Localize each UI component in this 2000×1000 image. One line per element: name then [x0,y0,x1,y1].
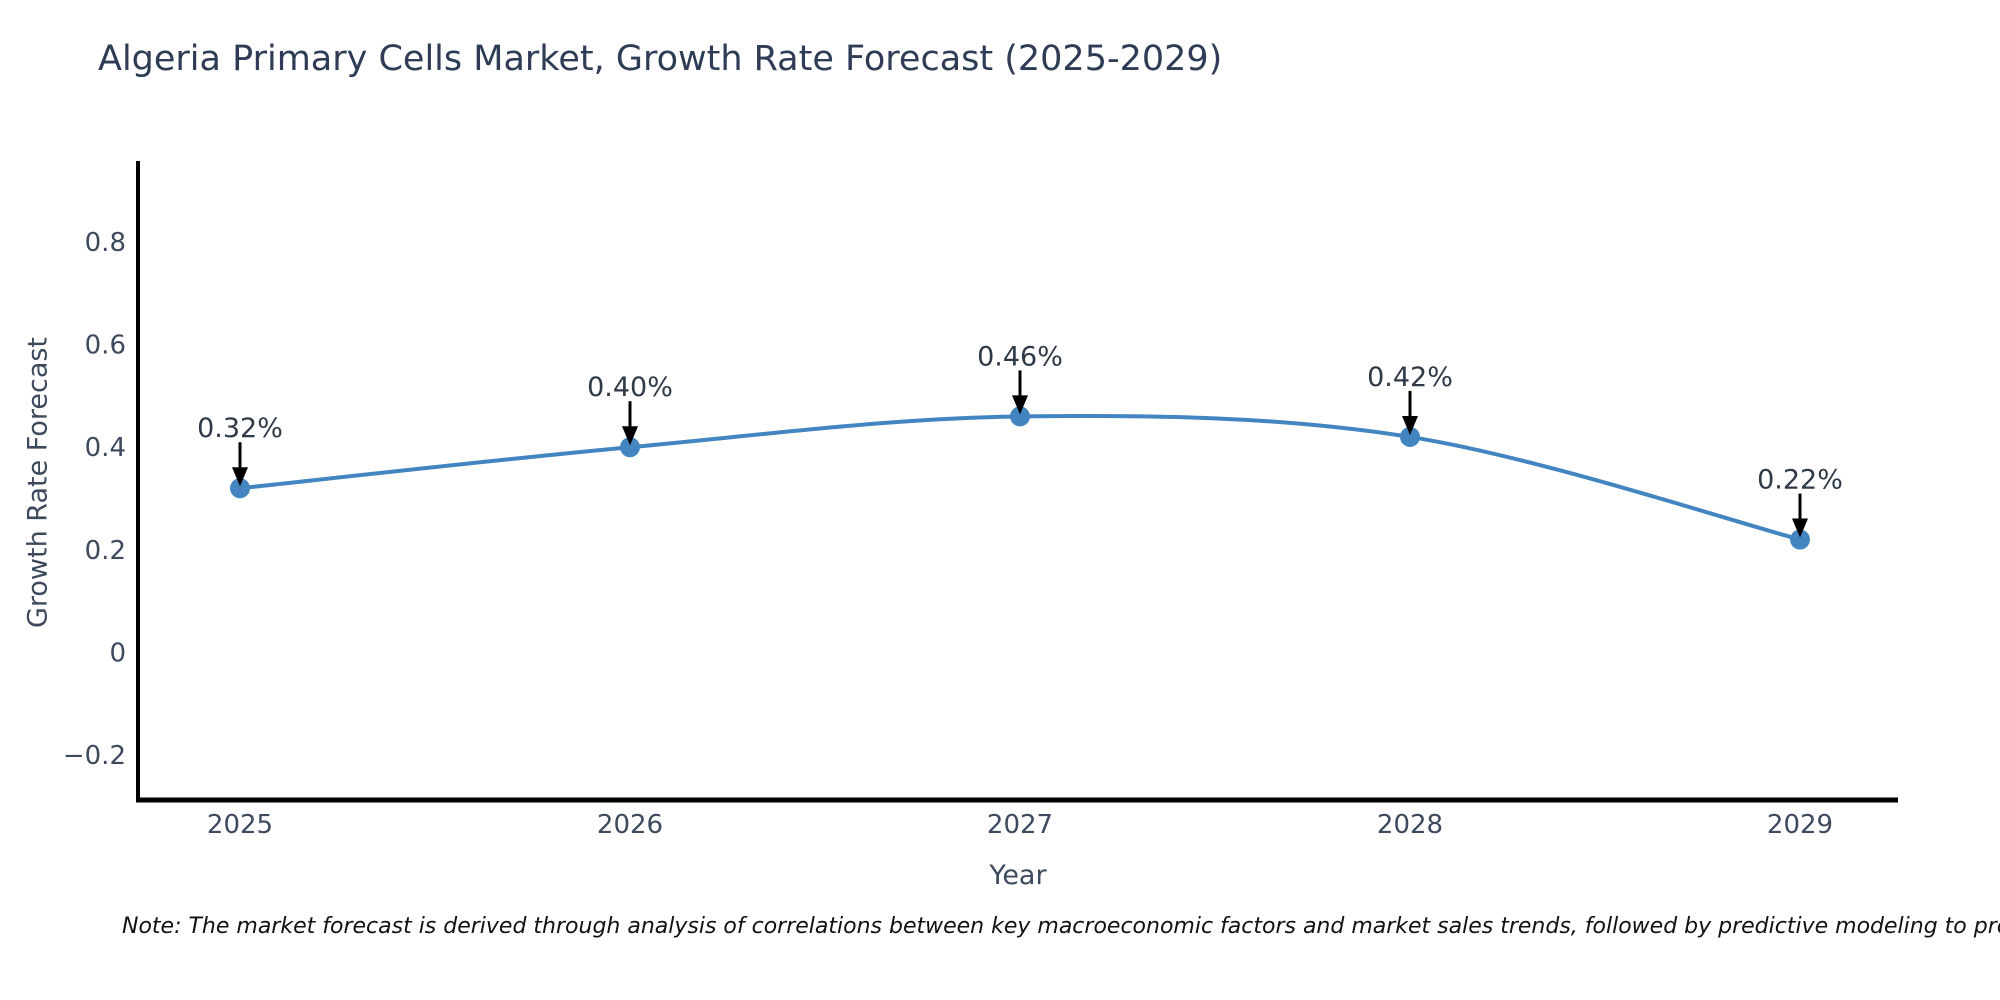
forecast-line [238,413,1802,542]
data-point-marker [230,478,250,499]
x-tick-labels: 2025 2026 2027 2028 2029 [207,810,1833,840]
y-tick-labels: 0.8 0.6 0.4 0.2 0 −0.2 [63,228,126,771]
y-tick-label: −0.2 [63,741,126,771]
annotation-arrow-head [1012,395,1028,415]
data-point-marker [1400,426,1420,447]
y-tick-label: 0.2 [85,536,126,566]
chart-title: Algeria Primary Cells Market, Growth Rat… [98,39,1223,79]
data-point-marker [1790,529,1810,550]
line-series [230,406,1810,550]
x-tick-label: 2028 [1377,810,1443,840]
y-tick-label: 0.8 [85,228,126,258]
point-annotations: 0.32% 0.40% 0.46% 0.42% 0.22% [197,341,1843,538]
annotation-arrow-head [1402,415,1418,435]
point-value-label: 0.40% [587,372,673,403]
point-value-label: 0.42% [1367,362,1453,393]
data-point-marker [620,437,640,458]
point-value-label: 0.46% [977,341,1063,372]
x-tick-label: 2025 [207,810,273,840]
y-tick-label: 0.4 [85,433,126,463]
x-tick-label: 2027 [987,810,1053,840]
x-tick-label: 2029 [1767,810,1833,840]
y-tick-label: 0 [109,638,126,668]
annotation-arrow-head [622,426,638,446]
data-point-marker [1010,406,1030,427]
x-axis-label: Year [989,860,1047,891]
annotation-arrow-head [232,467,248,487]
point-value-label: 0.22% [1757,465,1843,496]
x-tick-label: 2026 [597,810,663,840]
footnote: Note: The market forecast is derived thr… [122,914,2000,939]
annotation-arrow-head [1792,518,1808,538]
point-value-label: 0.32% [197,413,283,444]
y-tick-label: 0.6 [85,331,126,361]
